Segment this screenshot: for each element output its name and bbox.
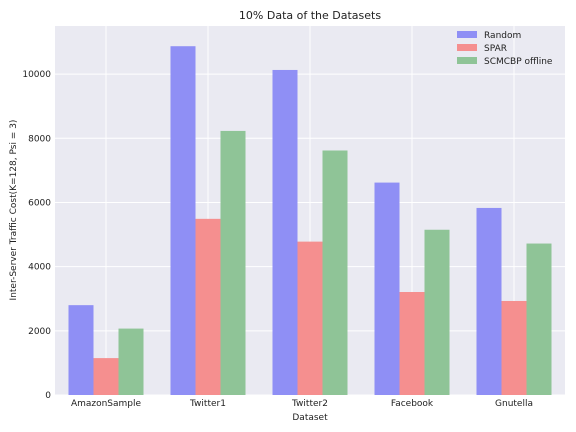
y-tick-label: 6000 (28, 198, 51, 208)
bar-scmcbp-offline (425, 230, 450, 395)
bar-random (477, 208, 502, 395)
legend-label: Random (484, 31, 521, 41)
x-tick-label: Gnutella (495, 399, 533, 409)
bar-spar (298, 242, 323, 395)
x-axis: AmazonSample Twitter1 Twitter2 Facebook Gnut… (71, 399, 533, 409)
bar-scmcbp-offline (221, 131, 246, 395)
x-tick-label: Twitter1 (189, 399, 226, 409)
bar-random (69, 305, 94, 395)
x-axis-label: Dataset (292, 413, 328, 423)
bar-scmcbp-offline (323, 150, 348, 395)
y-tick-label: 4000 (28, 263, 51, 273)
legend-swatch (457, 57, 477, 64)
chart-title: 10% Data of the Datasets (239, 9, 381, 22)
y-tick-label: 10000 (22, 70, 51, 80)
y-tick-label: 2000 (28, 327, 51, 337)
bar-scmcbp-offline (527, 244, 552, 395)
bar-spar (196, 219, 221, 395)
y-tick-label: 0 (45, 391, 51, 401)
x-tick-label: Facebook (391, 399, 434, 409)
y-axis-label: Inter-Server Traffic Cost(K=128, Psi = 3… (9, 120, 19, 301)
bar-random (375, 183, 400, 395)
legend-label: SCMCBP offline (484, 57, 553, 67)
bar-random (171, 46, 196, 395)
bar-scmcbp-offline (119, 329, 144, 395)
bar-spar (400, 292, 425, 395)
legend-swatch (457, 44, 477, 51)
y-tick-label: 8000 (28, 134, 51, 144)
legend-swatch (457, 31, 477, 38)
bar-spar (502, 301, 527, 395)
y-axis: 0 2000 4000 6000 8000 10000 (22, 70, 51, 401)
bar-spar (94, 358, 119, 395)
bar-random (273, 70, 298, 395)
legend-label: SPAR (484, 44, 507, 54)
x-tick-label: AmazonSample (71, 399, 142, 409)
x-tick-label: Twitter2 (291, 399, 328, 409)
